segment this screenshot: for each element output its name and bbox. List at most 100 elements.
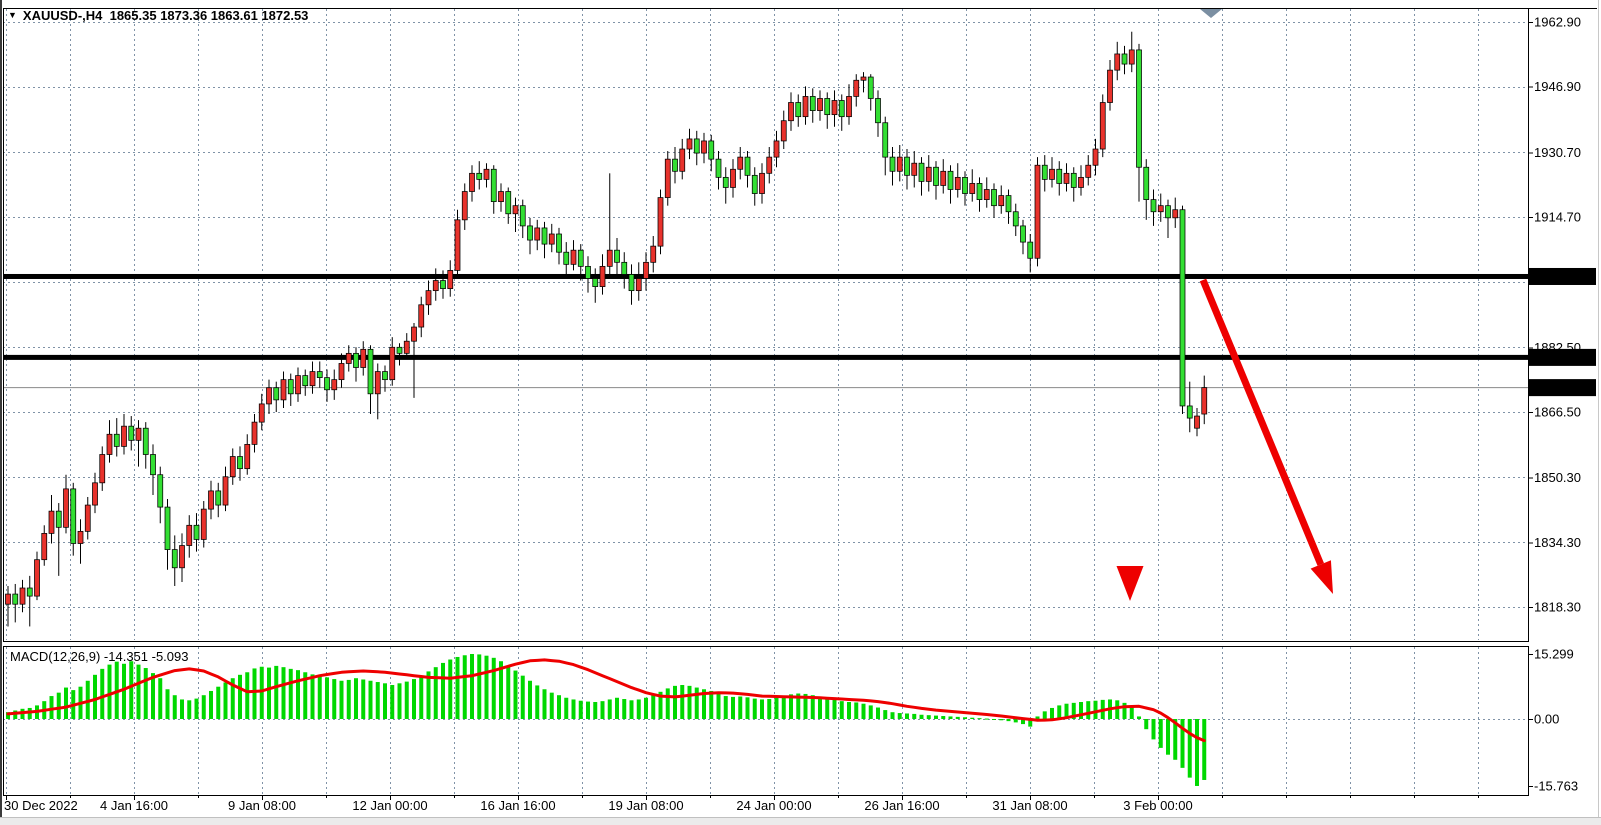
- candle-bear: [889, 156, 896, 172]
- macd-bar: [1028, 719, 1033, 727]
- macd-bar: [390, 685, 395, 719]
- candle-bear: [882, 122, 889, 158]
- candle-bull: [186, 524, 193, 546]
- macd-bar: [832, 699, 837, 719]
- macd-bar: [1115, 700, 1120, 719]
- candle-bear: [193, 524, 200, 540]
- candle-bear: [519, 205, 526, 227]
- candle-bull: [360, 348, 367, 368]
- candle-bull: [1107, 69, 1113, 103]
- candle-bull: [686, 138, 693, 150]
- price-axis[interactable]: 1962.901946.901930.701914.701882.501866.…: [1528, 15, 1596, 615]
- candle-bull: [643, 261, 649, 279]
- macd-bar: [317, 675, 322, 719]
- candle-bear: [150, 454, 156, 476]
- macd-bar: [375, 682, 380, 719]
- bearish-arrow-head[interactable]: [1310, 560, 1333, 594]
- candle-bear: [693, 138, 700, 154]
- macd-bar: [310, 674, 315, 719]
- symbol-dropdown-triangle-icon[interactable]: ▼: [8, 10, 17, 20]
- macd-bar: [883, 710, 888, 719]
- macd-bar: [361, 679, 366, 719]
- candle-bear: [55, 510, 62, 528]
- time-axis[interactable]: 30 Dec 2022 4 Jan 16:00 9 Jan 08:00 12 Jan …: [4, 795, 1479, 813]
- macd-bar: [738, 696, 743, 719]
- macd-bar: [992, 719, 996, 720]
- candle-bear: [556, 233, 562, 253]
- macd-bar: [752, 698, 757, 719]
- macd-bar: [412, 679, 416, 719]
- macd-bar: [586, 701, 590, 719]
- candle-bear: [1136, 49, 1142, 168]
- macd-bar: [151, 673, 155, 719]
- candle-bull: [469, 172, 475, 192]
- current-price-badge: 1872.53: [1529, 379, 1596, 397]
- sell-signal-triangle-icon[interactable]: [1116, 566, 1144, 601]
- macd-bar: [905, 713, 909, 719]
- candle-bull: [512, 205, 519, 215]
- candle-bull: [657, 197, 664, 247]
- macd-bar: [941, 716, 946, 719]
- candle-bear: [541, 227, 548, 245]
- badge-bg: [1529, 348, 1596, 366]
- macd-bar: [448, 659, 453, 719]
- candle-bear: [947, 170, 954, 190]
- candle-bear: [577, 249, 584, 267]
- price-panel-frame: [3, 8, 1529, 642]
- candle-bull: [1128, 49, 1135, 65]
- macd-bar: [622, 699, 627, 719]
- candle-bear: [527, 225, 533, 241]
- candle-bull: [106, 433, 113, 455]
- macd-bar: [216, 686, 221, 719]
- support-resistance-line[interactable]: [3, 273, 1528, 279]
- candle-bull: [679, 148, 686, 172]
- candle-bull: [179, 545, 185, 569]
- price-tick-label: 1834.30: [1534, 535, 1581, 550]
- candle-bull: [1172, 209, 1179, 219]
- candle-bear: [708, 140, 715, 160]
- candle-bear: [744, 156, 751, 176]
- macd-bar: [484, 655, 489, 719]
- bearish-arrow-shaft[interactable]: [1199, 278, 1324, 566]
- candle-bull: [244, 444, 251, 470]
- candle-bull: [34, 559, 40, 597]
- candle-bull: [498, 191, 504, 203]
- macd-bar: [890, 712, 895, 719]
- candle-bull: [41, 533, 48, 561]
- candle-bull: [208, 490, 214, 510]
- macd-bar: [687, 685, 692, 719]
- macd-bar: [680, 685, 685, 719]
- scroll-marker-triangle-icon[interactable]: [1200, 9, 1222, 18]
- macd-bar: [1166, 719, 1170, 755]
- candle-bear: [824, 98, 831, 116]
- price-tick-label: 1914.70: [1534, 210, 1581, 225]
- macd-bar: [1021, 719, 1025, 725]
- macd-bar: [789, 694, 793, 719]
- macd-bar: [281, 667, 286, 719]
- macd-bar: [1042, 711, 1047, 719]
- macd-bar: [288, 668, 293, 719]
- macd-bar: [818, 696, 822, 719]
- price-tick-label: 1946.90: [1534, 79, 1581, 94]
- macd-indicator-label: MACD(12,26,9) -14.351 -5.093: [10, 649, 189, 664]
- candle-bear: [302, 375, 309, 387]
- macd-bar: [397, 683, 402, 719]
- level-price-badge: 1880.00: [1529, 348, 1596, 366]
- candle-bear: [128, 425, 135, 441]
- candle-bull: [229, 456, 236, 478]
- macd-bar: [136, 664, 141, 719]
- macd-axis[interactable]: 15.299 0.00 -15.763: [1528, 646, 1578, 793]
- candle-bull: [461, 191, 468, 221]
- candle-bear: [1121, 53, 1128, 65]
- macd-bar: [238, 674, 242, 719]
- macd-bar: [506, 665, 511, 719]
- macd-bar: [1137, 716, 1141, 719]
- macd-bar: [1180, 719, 1185, 768]
- macd-bar: [1057, 705, 1062, 719]
- macd-bar: [709, 690, 714, 719]
- macd-bar: [673, 685, 677, 719]
- support-resistance-line[interactable]: [3, 354, 1528, 360]
- candle-bear: [324, 377, 330, 391]
- macd-bar: [970, 717, 975, 719]
